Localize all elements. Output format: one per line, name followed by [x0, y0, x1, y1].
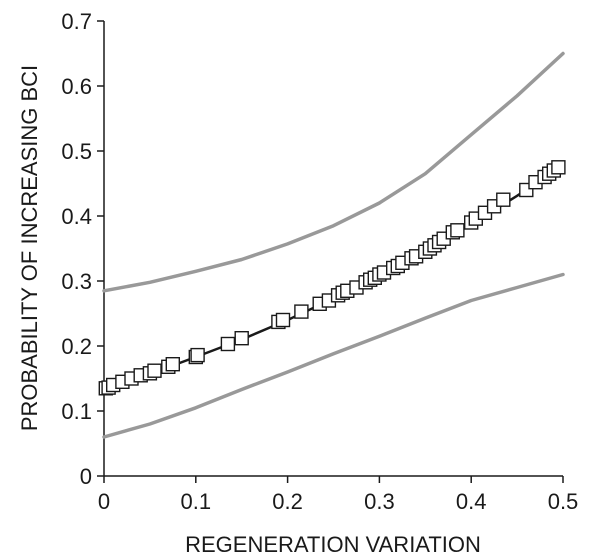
y-axis-title: PROBABILITY OF INCREASING BCI: [17, 65, 42, 431]
data-point-marker: [450, 223, 465, 238]
data-point-marker: [220, 336, 236, 352]
data-point-marker: [551, 160, 566, 175]
upper-bound-line: [102, 51, 565, 293]
data-point-marker: [496, 192, 511, 207]
y-tick-label: 0: [80, 464, 92, 489]
y-tick-label: 0.5: [61, 139, 92, 164]
x-tick-label: 0.1: [181, 489, 212, 514]
y-tick-label: 0.1: [61, 399, 92, 424]
y-tick-label: 0.2: [61, 334, 92, 359]
y-tick-label: 0.6: [61, 74, 92, 99]
data-point-marker: [147, 363, 162, 378]
x-tick-label: 0: [98, 489, 110, 514]
data-point-marker: [294, 304, 309, 319]
labels: REGENERATION VARIATION PROBABILITY OF IN…: [17, 65, 481, 557]
axes: 0 0.1 0.2 0.3 0.4 0.5 0 0.1 0.2 0.3 0.4 0.5 0.6 0.7: [61, 9, 578, 514]
y-tick-label: 0.3: [61, 269, 92, 294]
y-tick-label: 0.4: [61, 204, 92, 229]
x-tick-label: 0.2: [272, 489, 303, 514]
curves: [102, 51, 565, 439]
markers: [98, 160, 566, 396]
y-tick-label: 0.7: [61, 9, 92, 34]
x-tick-label: 0.3: [364, 489, 395, 514]
lower-bound-line: [102, 272, 565, 439]
data-point-marker: [275, 312, 291, 328]
data-point-marker: [190, 347, 205, 363]
data-point-marker: [234, 331, 249, 346]
data-point-marker: [165, 357, 181, 372]
x-tick-label: 0.4: [456, 489, 487, 514]
x-axis-title: REGENERATION VARIATION: [185, 532, 481, 557]
x-tick-label: 0.5: [548, 489, 579, 514]
